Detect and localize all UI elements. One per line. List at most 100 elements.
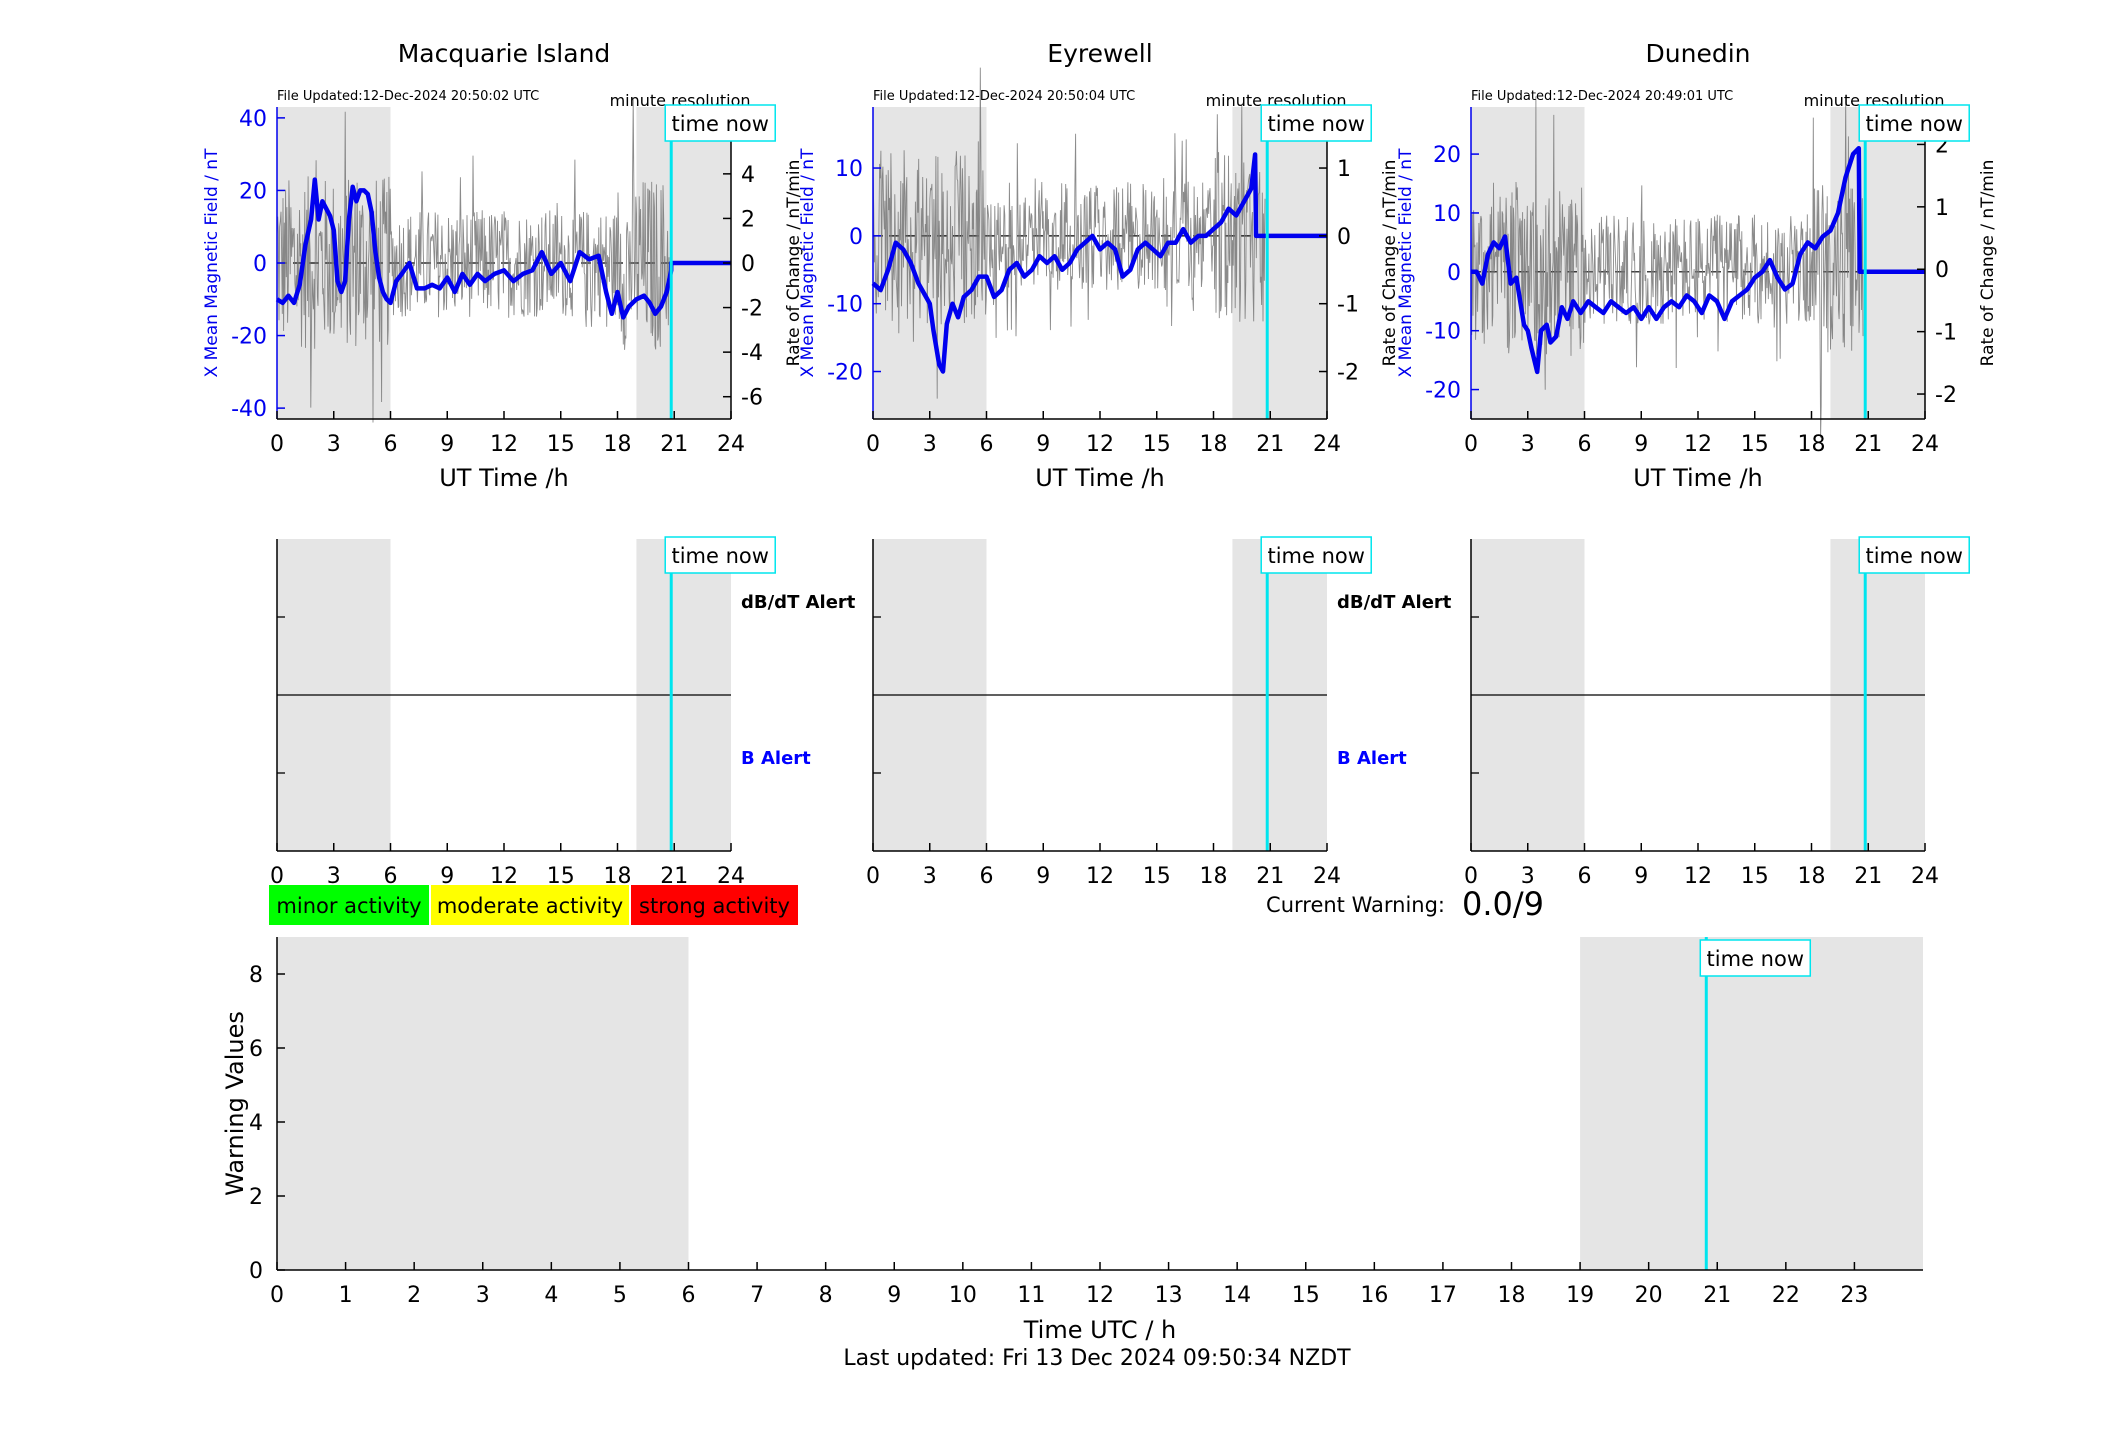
x-tick-label: 9 bbox=[1036, 864, 1050, 889]
x-tick-label: 15 bbox=[1143, 864, 1171, 889]
x-tick-label: 12 bbox=[1684, 432, 1712, 457]
station-title-2: Dunedin bbox=[1646, 39, 1751, 68]
x-tick-label: 15 bbox=[1143, 432, 1171, 457]
x-tick-label: 18 bbox=[1200, 864, 1228, 889]
left-tick-label: 10 bbox=[835, 157, 863, 182]
right-tick-label: -2 bbox=[1337, 361, 1359, 386]
x-tick-label: 0 bbox=[270, 1283, 284, 1308]
x-tick-label: 6 bbox=[384, 864, 398, 889]
x-axis-label: UT Time /h bbox=[439, 464, 569, 492]
legend-label: moderate activity bbox=[437, 894, 623, 918]
x-axis-label: Time UTC / h bbox=[1023, 1316, 1177, 1344]
x-tick-label: 6 bbox=[1578, 864, 1592, 889]
legend-swatch bbox=[269, 885, 429, 925]
x-tick-label: 2 bbox=[407, 1283, 421, 1308]
left-tick-label: 0 bbox=[1447, 261, 1461, 286]
x-tick-label: 14 bbox=[1223, 1283, 1251, 1308]
legend-swatch bbox=[631, 885, 798, 925]
x-tick-label: 15 bbox=[1741, 432, 1769, 457]
time-now-label-box bbox=[1260, 104, 1372, 142]
time-now-label-box bbox=[1858, 536, 1970, 574]
legend-swatch bbox=[431, 885, 629, 925]
x-tick-label: 12 bbox=[490, 864, 518, 889]
x-axis-label: UT Time /h bbox=[1633, 464, 1763, 492]
time-now-label-box bbox=[1699, 939, 1812, 977]
time-now-label: time now bbox=[1267, 112, 1364, 136]
station-title-1: Eyrewell bbox=[1047, 39, 1152, 68]
x-tick-label: 18 bbox=[604, 864, 632, 889]
left-tick-label: 0 bbox=[253, 252, 267, 277]
x-tick-label: 6 bbox=[682, 1283, 696, 1308]
x-tick-label: 3 bbox=[1521, 864, 1535, 889]
x-tick-label: 19 bbox=[1566, 1283, 1594, 1308]
x-tick-label: 3 bbox=[327, 864, 341, 889]
x-tick-label: 5 bbox=[613, 1283, 627, 1308]
x-tick-label: 0 bbox=[1464, 432, 1478, 457]
x-tick-label: 9 bbox=[440, 864, 454, 889]
x-tick-label: 23 bbox=[1840, 1283, 1868, 1308]
night-shade bbox=[1580, 937, 1923, 1270]
left-tick-label: 40 bbox=[239, 107, 267, 132]
left-tick-label: 20 bbox=[1433, 143, 1461, 168]
time-now-label-box bbox=[664, 536, 776, 574]
x-tick-label: 9 bbox=[1634, 864, 1648, 889]
right-tick-label: -1 bbox=[1935, 321, 1957, 346]
right-tick-label: -6 bbox=[741, 386, 763, 411]
x-tick-label: 24 bbox=[717, 432, 745, 457]
left-tick-label: -40 bbox=[231, 397, 267, 422]
x-tick-label: 15 bbox=[547, 432, 575, 457]
x-tick-label: 0 bbox=[866, 432, 880, 457]
station-title-0: Macquarie Island bbox=[398, 39, 611, 68]
x-tick-label: 10 bbox=[949, 1283, 977, 1308]
x-tick-label: 16 bbox=[1360, 1283, 1388, 1308]
x-tick-label: 20 bbox=[1635, 1283, 1663, 1308]
right-tick-label: -1 bbox=[1337, 293, 1359, 318]
left-axis-title: X Mean Magnetic Field / nT bbox=[1396, 148, 1416, 378]
current-warning-value: 0.0/9 bbox=[1462, 885, 1544, 923]
x-tick-label: 6 bbox=[980, 432, 994, 457]
x-tick-label: 18 bbox=[1798, 864, 1826, 889]
x-tick-label: 22 bbox=[1772, 1283, 1800, 1308]
legend-label: strong activity bbox=[639, 894, 790, 918]
left-tick-label: -10 bbox=[1425, 320, 1461, 345]
x-tick-label: 0 bbox=[1464, 864, 1478, 889]
y-axis-label: Warning Values bbox=[221, 1011, 249, 1196]
x-tick-label: 6 bbox=[1578, 432, 1592, 457]
x-tick-label: 3 bbox=[923, 864, 937, 889]
x-tick-label: 3 bbox=[923, 432, 937, 457]
x-tick-label: 21 bbox=[660, 432, 688, 457]
time-now-label-box bbox=[1260, 536, 1372, 574]
x-tick-label: 24 bbox=[1911, 432, 1939, 457]
time-now-label: time now bbox=[671, 544, 768, 568]
x-tick-label: 11 bbox=[1017, 1283, 1045, 1308]
left-tick-label: 20 bbox=[239, 179, 267, 204]
x-tick-label: 21 bbox=[660, 864, 688, 889]
magnetic-field-line bbox=[871, 152, 1327, 374]
y-tick-label: 4 bbox=[249, 1111, 263, 1136]
x-tick-label: 21 bbox=[1854, 864, 1882, 889]
x-tick-label: 21 bbox=[1854, 432, 1882, 457]
y-tick-label: 0 bbox=[249, 1259, 263, 1284]
time-now-label: time now bbox=[1865, 112, 1962, 136]
left-tick-label: 10 bbox=[1433, 202, 1461, 227]
x-tick-label: 18 bbox=[1798, 432, 1826, 457]
time-now-label: time now bbox=[1267, 544, 1364, 568]
x-tick-label: 12 bbox=[1086, 432, 1114, 457]
legend-label: minor activity bbox=[276, 894, 421, 918]
time-now-label: time now bbox=[1865, 544, 1962, 568]
left-axis-title: X Mean Magnetic Field / nT bbox=[798, 148, 818, 378]
right-axis-title: Rate of Change / nT/min bbox=[1978, 160, 1998, 367]
x-tick-label: 21 bbox=[1256, 432, 1284, 457]
time-now-label-box bbox=[664, 104, 776, 142]
dbdt-alert-label: dB/dT Alert bbox=[1337, 592, 1452, 613]
dbdt-alert-label: dB/dT Alert bbox=[741, 592, 856, 613]
left-tick-label: -20 bbox=[1425, 379, 1461, 404]
right-tick-label: 1 bbox=[1935, 196, 1949, 221]
x-tick-label: 24 bbox=[1313, 864, 1341, 889]
left-tick-label: -10 bbox=[827, 293, 863, 318]
x-tick-label: 8 bbox=[819, 1283, 833, 1308]
file-updated: File Updated:12-Dec-2024 20:49:01 UTC bbox=[1471, 89, 1733, 104]
x-tick-label: 6 bbox=[384, 432, 398, 457]
x-tick-label: 18 bbox=[1498, 1283, 1526, 1308]
x-tick-label: 15 bbox=[1292, 1283, 1320, 1308]
